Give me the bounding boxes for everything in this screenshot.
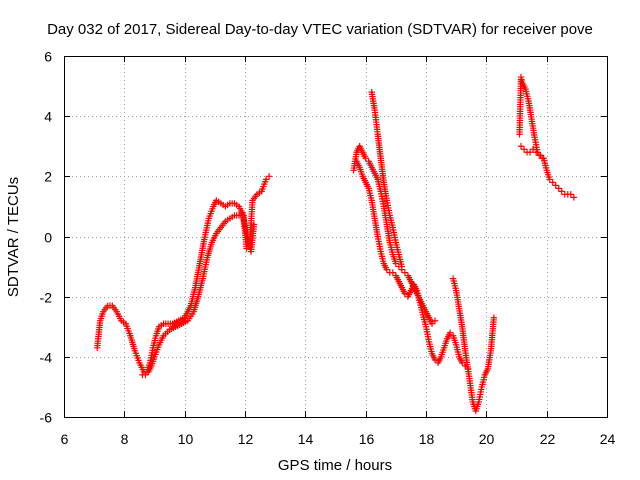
- x-tick-label: 18: [419, 431, 435, 447]
- data-point: [428, 320, 436, 327]
- data-point: [546, 176, 553, 183]
- x-tick-label: 22: [540, 431, 556, 447]
- data-point: [490, 314, 498, 321]
- y-axis-label: SDTVAR / TECUs: [5, 177, 22, 297]
- chart-title: Day 032 of 2017, Sidereal Day-to-day VTE…: [47, 21, 593, 38]
- data-point: [431, 317, 439, 324]
- x-tick-label: 10: [178, 431, 194, 447]
- y-tick-label: 4: [44, 109, 52, 125]
- data-point: [362, 155, 369, 162]
- data-point: [558, 188, 565, 195]
- series-evening-dip: [449, 275, 498, 415]
- data-point: [262, 176, 270, 183]
- y-tick-label: -4: [40, 350, 53, 366]
- x-tick-label: 20: [479, 431, 495, 447]
- series-afternoon-upper-branch: [368, 88, 406, 270]
- x-axis-label: GPS time / hours: [278, 457, 392, 474]
- series-morning-lower-branch: [139, 209, 258, 379]
- data-point: [235, 212, 243, 219]
- x-tick-label: 24: [600, 431, 616, 447]
- series-afternoon-segment-b: [353, 158, 472, 373]
- series-night-segment: [516, 73, 578, 201]
- data-point: [567, 191, 574, 198]
- data-point: [383, 266, 390, 273]
- data-point: [538, 155, 546, 162]
- data-point: [398, 263, 406, 270]
- data-point: [526, 149, 534, 156]
- series-night-lower-branch: [517, 143, 546, 162]
- data-point: [532, 149, 540, 156]
- x-tick-label: 14: [298, 431, 314, 447]
- data-point: [570, 194, 578, 201]
- data-point: [250, 221, 258, 228]
- data-point: [555, 185, 562, 192]
- data-point: [517, 73, 525, 81]
- y-tick-label: 0: [44, 230, 52, 246]
- data-point: [549, 179, 556, 186]
- data-point: [520, 146, 528, 153]
- y-tick-label: -6: [40, 410, 53, 426]
- grid-lines: [64, 56, 607, 417]
- y-tick-label: -2: [40, 290, 53, 306]
- data-point: [517, 143, 525, 150]
- series-morning-segment: [93, 173, 273, 376]
- data-point: [243, 245, 250, 252]
- data-point: [535, 152, 543, 159]
- x-tick-label: 12: [238, 431, 254, 447]
- x-tick-label: 16: [359, 431, 375, 447]
- data-point: [389, 269, 397, 276]
- x-tick-label: 8: [121, 431, 129, 447]
- data-point: [401, 269, 409, 276]
- data-point: [142, 371, 149, 379]
- x-tick-label: 6: [61, 431, 69, 447]
- y-tick-label: 2: [44, 169, 52, 185]
- data-points: [93, 73, 578, 415]
- data-point: [401, 290, 409, 297]
- series-afternoon-segment-a: [350, 143, 439, 327]
- data-point: [518, 76, 525, 84]
- y-tick-label: 6: [44, 49, 52, 65]
- data-point: [446, 329, 454, 336]
- data-point: [265, 173, 273, 180]
- data-point: [392, 260, 400, 267]
- data-point: [552, 182, 559, 189]
- data-point: [431, 356, 439, 364]
- data-point: [529, 146, 537, 153]
